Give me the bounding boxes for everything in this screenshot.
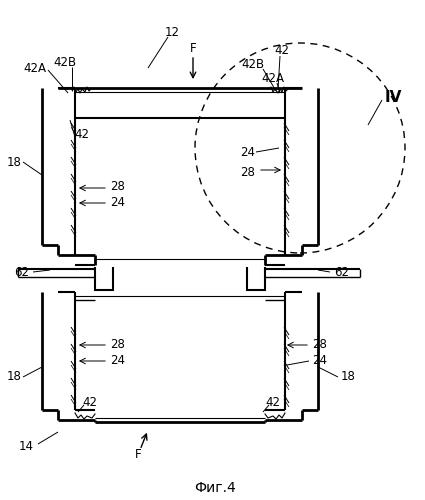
Text: 12: 12 — [164, 26, 179, 38]
Text: 62: 62 — [14, 266, 29, 278]
Text: 24: 24 — [312, 354, 328, 368]
Text: 42B: 42B — [54, 56, 76, 70]
Text: 28: 28 — [241, 166, 255, 178]
Text: 28: 28 — [312, 338, 327, 351]
Text: 42: 42 — [275, 44, 289, 57]
Text: 42: 42 — [266, 396, 280, 408]
Text: 24: 24 — [110, 196, 125, 208]
Text: 42A: 42A — [261, 72, 284, 85]
Text: 18: 18 — [6, 156, 21, 168]
Text: 24: 24 — [110, 354, 125, 368]
Text: 42: 42 — [74, 128, 90, 141]
Text: 28: 28 — [110, 338, 125, 351]
Text: 18: 18 — [6, 370, 21, 384]
Text: Фиг.4: Фиг.4 — [194, 481, 236, 495]
Text: 42: 42 — [82, 396, 97, 408]
Text: 28: 28 — [110, 180, 125, 194]
Text: 18: 18 — [340, 370, 355, 384]
Text: F: F — [135, 448, 141, 460]
Text: F: F — [190, 42, 196, 56]
Text: 42A: 42A — [23, 62, 46, 74]
Text: 24: 24 — [241, 146, 255, 158]
Text: IV: IV — [384, 90, 402, 106]
Text: 14: 14 — [19, 440, 34, 454]
Text: 62: 62 — [334, 266, 349, 278]
Text: 42B: 42B — [241, 58, 264, 71]
